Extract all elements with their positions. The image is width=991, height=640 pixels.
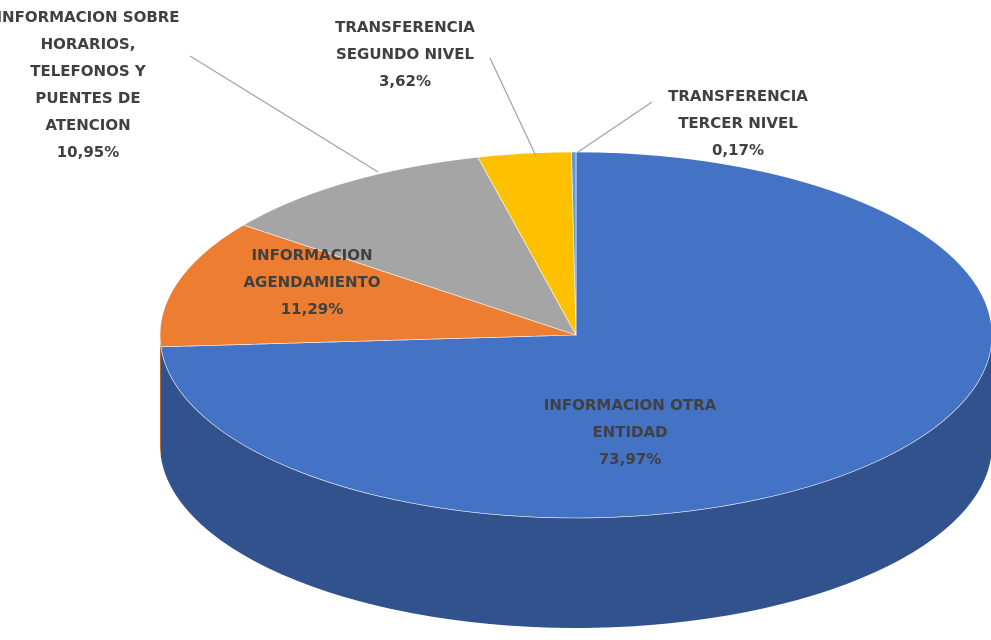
slice [159, 224, 577, 348]
category-label: TRANSFERENCIA SEGUNDO NIVEL [335, 18, 475, 63]
category-label: INFORMACION AGENDAMIENTO [243, 246, 381, 291]
slice-side [160, 346, 991, 628]
value-label: 0,17% [711, 141, 765, 159]
data-label: TRANSFERENCIA SEGUNDO NIVEL 3,62% [320, 14, 490, 95]
category-label: TRANSFERENCIA TERCER NIVEL [668, 87, 808, 132]
data-label: INFORMACION SOBRE HORARIOS, TELEFONOS Y … [0, 4, 183, 166]
data-label: INFORMACION OTRA ENTIDAD 73,97% [515, 392, 745, 473]
value-label: 73,97% [598, 450, 662, 468]
leader-line [577, 101, 653, 153]
slice [571, 151, 577, 336]
category-label: INFORMACION OTRA ENTIDAD [543, 396, 717, 441]
category-label: INFORMACION SOBRE HORARIOS, TELEFONOS Y … [0, 8, 180, 134]
value-label: 11,29% [280, 300, 344, 318]
value-label: 10,95% [56, 143, 120, 161]
data-label: TRANSFERENCIA TERCER NIVEL 0,17% [653, 83, 823, 164]
slice [160, 151, 991, 519]
value-label: 3,62% [378, 72, 432, 90]
leader-line [189, 55, 379, 173]
data-label: INFORMACION AGENDAMIENTO 11,29% [227, 242, 397, 323]
leader-line [489, 57, 537, 157]
slice [242, 156, 577, 336]
slice-side [160, 335, 161, 457]
